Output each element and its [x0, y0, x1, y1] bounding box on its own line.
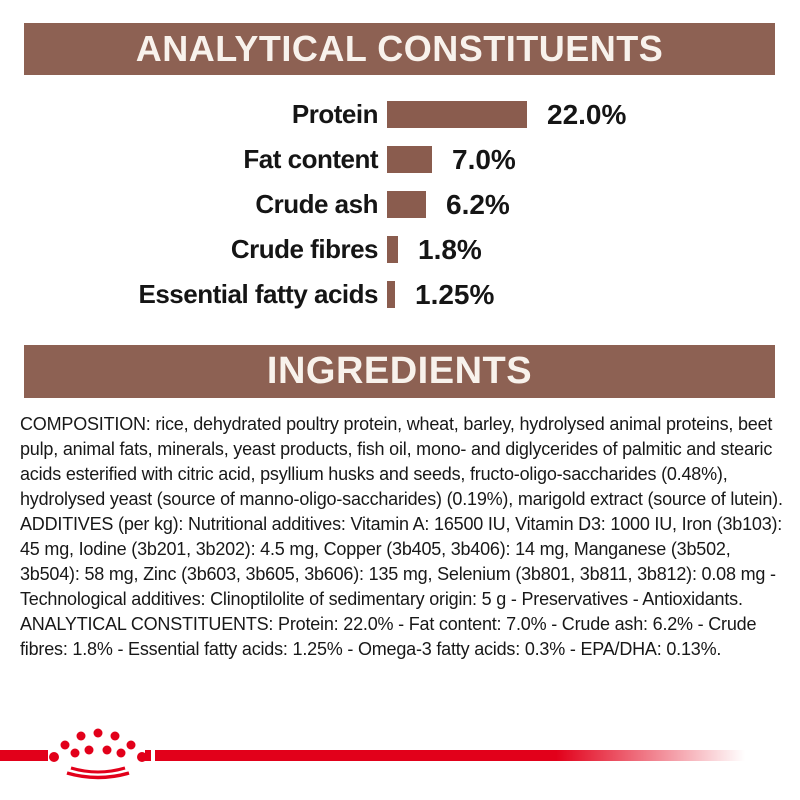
analytical-constituents-banner: ANALYTICAL CONSTITUENTS — [24, 23, 775, 75]
chart-row-label: Crude fibres — [230, 234, 379, 264]
chart-row-bar — [387, 191, 426, 218]
chart-row-value: 1.25% — [415, 278, 495, 310]
chart-row-value: 6.2% — [446, 188, 510, 220]
chart-row-label: Crude ash — [255, 189, 378, 219]
chart-row-label: Fat content — [243, 144, 378, 174]
chart-row-label: Essential fatty acids — [138, 279, 379, 309]
chart-row-bar — [387, 146, 432, 173]
chart-row: Essential fatty acids 1.25% — [0, 272, 800, 317]
ingredients-banner: INGREDIENTS — [24, 345, 775, 398]
composition-paragraph: COMPOSITION: rice, dehydrated poultry pr… — [20, 414, 783, 659]
analytical-constituents-chart: Protein 22.0% Fat content 7.0% Crude ash… — [0, 92, 800, 317]
chart-row-label: Protein — [291, 99, 379, 129]
chart-row-value: 22.0% — [547, 98, 627, 130]
chart-row-value: 7.0% — [452, 143, 516, 175]
ingredients-title: INGREDIENTS — [266, 350, 533, 392]
chart-row: Crude fibres 1.8% — [0, 227, 800, 272]
chart-row: Crude ash 6.2% — [0, 182, 800, 227]
chart-row: Fat content 7.0% — [0, 137, 800, 182]
chart-row-bar — [387, 281, 395, 308]
royal-canin-crown-icon — [49, 728, 147, 780]
chart-row: Protein 22.0% — [0, 92, 800, 137]
red-band-notch — [145, 750, 151, 761]
red-band-left — [0, 750, 48, 761]
chart-row-bar — [387, 101, 527, 128]
red-band-fade — [155, 750, 745, 761]
chart-row-bar — [387, 236, 398, 263]
chart-row-value: 1.8% — [418, 233, 482, 265]
analytical-constituents-title: ANALYTICAL CONSTITUENTS — [135, 28, 664, 69]
